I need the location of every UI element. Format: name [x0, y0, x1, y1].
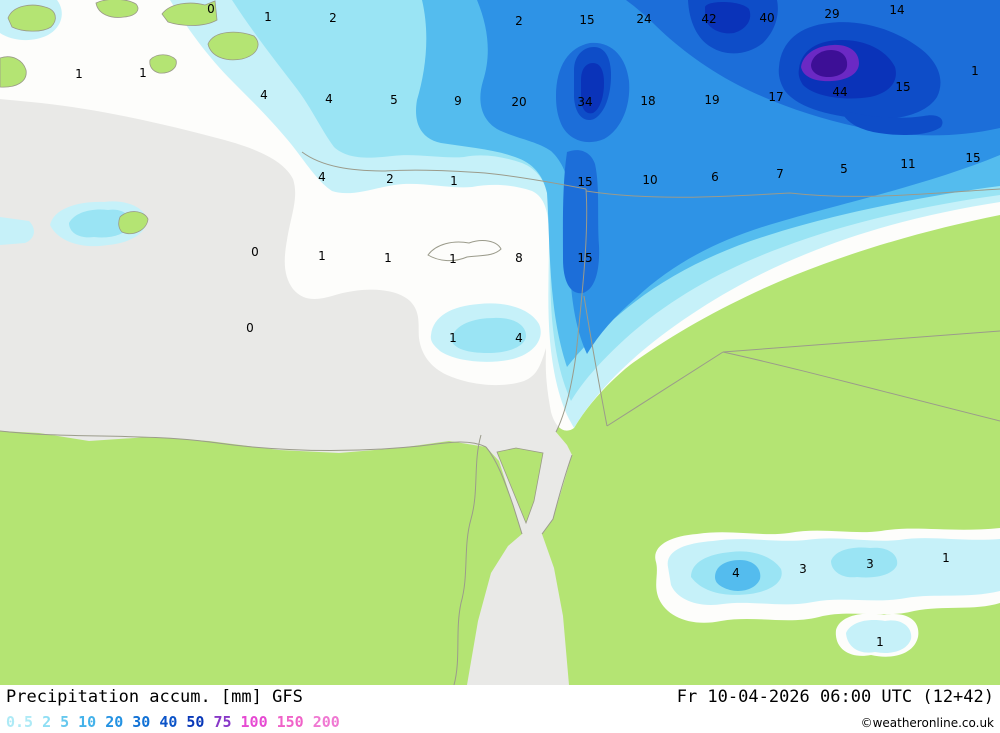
- legend-value: 5: [60, 713, 70, 731]
- anatolia-south-coastline: [301, 151, 587, 190]
- island-4: [0, 56, 27, 88]
- forecast-datetime: Fr 10-04-2026 06:00 UTC (12+42): [676, 687, 994, 707]
- precip-5-crete: [69, 209, 131, 238]
- island-regions: [0, 0, 544, 525]
- copyright-text: ©weatheronline.co.uk: [860, 716, 994, 730]
- precip-5-southeast-2: [831, 547, 898, 578]
- precipitation-map: 0 1 2 2 15 24 42 40 29 14 1 1 1 4 4 5 9 20 34 18 19 17 44 15 4 2 1…: [0, 0, 1000, 685]
- island-6: [149, 54, 177, 74]
- legend-value: 2: [42, 713, 52, 731]
- map-canvas: [0, 0, 1000, 685]
- legend-value: 200: [312, 713, 340, 731]
- island-2: [95, 0, 139, 18]
- legend-value: 50: [186, 713, 205, 731]
- border-iraq-saudi: [722, 330, 1000, 353]
- border-turkey-syria: [585, 188, 1000, 198]
- precip-2-crete-west: [0, 217, 34, 245]
- precip-level-100-core: [811, 50, 848, 77]
- africa-coastline: [0, 430, 487, 451]
- precip-5-nile-delta: [451, 317, 527, 353]
- levant-coastline: [555, 188, 588, 433]
- footer: Precipitation accum. [mm] GFS Fr 10-04-2…: [0, 685, 1000, 733]
- border-jordan-west: [583, 295, 608, 427]
- legend-value: 75: [213, 713, 232, 731]
- footer-title-row: Precipitation accum. [mm] GFS Fr 10-04-2…: [6, 687, 994, 707]
- legend: 0.5 2 5 10 20 30 40 50 75 100 150 200: [6, 715, 340, 730]
- island-1: [7, 4, 56, 32]
- legend-value: 150: [276, 713, 304, 731]
- precip-40-streak: [841, 110, 943, 135]
- nile-river: [453, 434, 482, 685]
- legend-value: 30: [132, 713, 151, 731]
- island-5: [207, 31, 259, 61]
- island-3: [161, 0, 218, 26]
- legend-value: 100: [240, 713, 268, 731]
- legend-value: 10: [78, 713, 97, 731]
- gulf-of-aqaba-coast: [541, 454, 573, 535]
- border-saudi-south: [722, 351, 1000, 422]
- precip-50-anatolia-sliver: [581, 63, 604, 114]
- cyprus-coastline: [427, 240, 502, 262]
- precip-10-southeast: [715, 560, 761, 591]
- precip-50-north-core: [705, 1, 751, 34]
- map-title: Precipitation accum. [mm] GFS: [6, 687, 303, 707]
- legend-value: 40: [159, 713, 178, 731]
- precip-2-southeast-2: [846, 620, 912, 653]
- legend-value: 0.5: [6, 713, 34, 731]
- sinai-peninsula: [496, 447, 544, 525]
- crete-east-tip: [118, 211, 149, 235]
- footer-legend-row: 0.5 2 5 10 20 30 40 50 75 100 150 200 ©weatheronlin…: [6, 715, 994, 731]
- legend-value: 20: [105, 713, 124, 731]
- precip-30-levant-strip: [562, 150, 600, 294]
- gulf-of-suez-coast: [485, 446, 523, 535]
- border-jordan-saudi-1: [606, 351, 724, 427]
- coastline-border-lines: [0, 151, 1000, 685]
